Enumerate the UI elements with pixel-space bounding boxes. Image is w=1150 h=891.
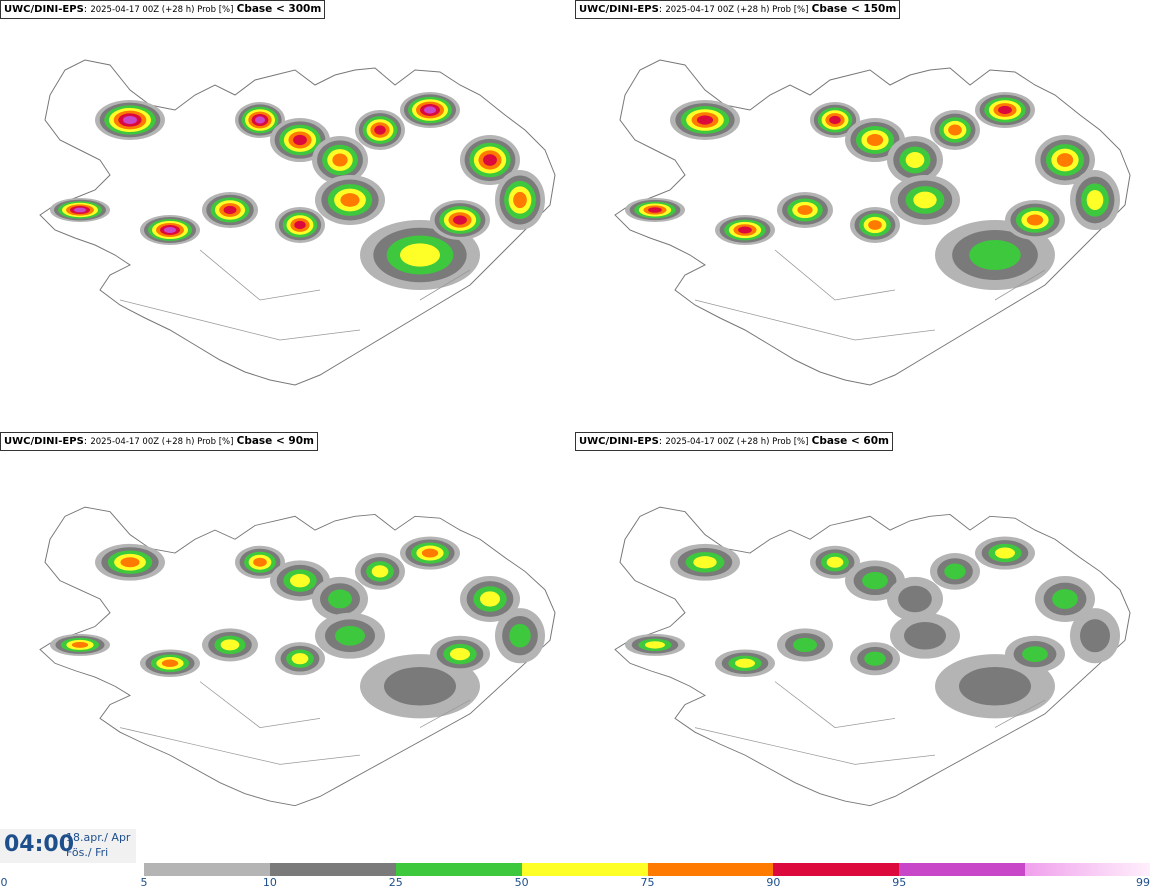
probability-contour: [864, 651, 886, 666]
colorbar-tick: 5: [140, 876, 148, 889]
map-lines: [119, 249, 471, 341]
probability-contour: [645, 641, 665, 649]
probability-contour: [1026, 214, 1044, 226]
probability-contour: [913, 191, 937, 209]
valid-time-box: 04:00 18.apr./ Apr Fös./ Fri: [0, 829, 136, 863]
panel-title: UWC/DINI-EPS: 2025-04-17 00Z (+28 h) Pro…: [575, 0, 901, 19]
probability-contour: [223, 205, 237, 215]
probability-contour: [959, 666, 1031, 706]
probability-contour: [696, 115, 714, 125]
probability-contour: [998, 105, 1012, 115]
probability-contour: [328, 589, 352, 609]
probability-contour: [253, 557, 267, 567]
probability-contour: [483, 154, 497, 166]
map-panel-cbase-60: UWC/DINI-EPS: 2025-04-17 00Z (+28 h) Pro…: [575, 432, 1150, 862]
colorbar-tick: 25: [388, 876, 403, 889]
colorbar-segment: [1025, 863, 1150, 876]
probability-contour: [384, 666, 456, 706]
probability-contour: [120, 557, 140, 568]
probability-contour: [995, 547, 1015, 559]
colorbar-tick: 0: [0, 876, 8, 889]
map-lines: [694, 681, 1046, 765]
colorbar-tick: 95: [892, 876, 907, 889]
probability-contour: [371, 565, 389, 578]
colorbar-tick: 99: [1136, 876, 1150, 889]
colorbar-segment: [521, 863, 648, 876]
colorbar-segment: [269, 863, 396, 876]
panel-title: UWC/DINI-EPS: 2025-04-17 00Z (+28 h) Pro…: [0, 432, 318, 451]
probability-contour: [826, 556, 844, 568]
probability-contour: [255, 116, 265, 124]
probability-contour: [948, 124, 962, 136]
iceland-probability-map: [39, 506, 556, 807]
map-lines: [119, 681, 471, 765]
iceland-probability-map: [614, 59, 1131, 386]
probability-contour: [944, 563, 966, 580]
valid-hour: 04:00: [4, 832, 75, 857]
probability-contour: [374, 125, 386, 135]
probability-contour: [450, 647, 470, 661]
panel-title: UWC/DINI-EPS: 2025-04-17 00Z (+28 h) Pro…: [575, 432, 893, 451]
probability-colorbar: [144, 863, 1150, 876]
valid-date: 18.apr./ Apr: [66, 831, 131, 844]
valid-day: Fös./ Fri: [66, 846, 109, 859]
probability-contour: [1056, 153, 1074, 167]
iceland-probability-map: [614, 506, 1131, 807]
probability-contour: [290, 573, 310, 588]
probability-contour: [793, 637, 817, 652]
probability-contour: [898, 585, 932, 613]
map-lines: [694, 249, 1046, 341]
probability-contour: [1052, 589, 1078, 609]
probability-contour: [335, 625, 365, 646]
probability-contour: [513, 191, 527, 209]
probability-contour: [866, 134, 884, 146]
probability-contour: [291, 653, 309, 665]
probability-contour: [294, 220, 306, 230]
probability-contour: [123, 116, 137, 124]
probability-contour: [220, 639, 240, 651]
colorbar-segment: [144, 863, 270, 876]
probability-contour: [829, 115, 841, 125]
colorbar-segment: [773, 863, 900, 876]
probability-contour: [797, 205, 813, 215]
colorbar-segment: [899, 863, 1026, 876]
probability-contour: [453, 215, 467, 225]
probability-contour: [71, 641, 89, 648]
probability-contour: [648, 207, 662, 213]
probability-contour: [1080, 619, 1110, 653]
probability-contour: [161, 659, 179, 668]
probability-contour: [738, 226, 752, 234]
probability-contour: [904, 621, 946, 650]
probability-contour: [480, 591, 500, 607]
probability-contour: [693, 556, 717, 569]
probability-contour: [735, 658, 755, 668]
colorbar-tick: 50: [514, 876, 529, 889]
iceland-probability-map: [39, 59, 556, 386]
probability-contour: [1022, 646, 1048, 662]
probability-contour: [332, 153, 348, 167]
probability-contour: [1086, 190, 1104, 210]
probability-contour: [340, 193, 360, 207]
probability-contour: [509, 623, 531, 648]
colorbar-tick: 90: [766, 876, 781, 889]
probability-contour: [868, 220, 882, 230]
probability-contour: [969, 240, 1021, 270]
probability-contour: [400, 243, 440, 267]
map-panel-cbase-150: UWC/DINI-EPS: 2025-04-17 00Z (+28 h) Pro…: [575, 0, 1150, 430]
panel-title: UWC/DINI-EPS: 2025-04-17 00Z (+28 h) Pro…: [0, 0, 326, 19]
probability-contour: [421, 548, 439, 558]
map-panel-cbase-300: UWC/DINI-EPS: 2025-04-17 00Z (+28 h) Pro…: [0, 0, 575, 430]
probability-contour: [905, 152, 925, 168]
probability-contour: [424, 106, 436, 114]
colorbar-tick: 75: [640, 876, 655, 889]
probability-contour: [164, 227, 176, 233]
probability-contour: [862, 571, 888, 590]
colorbar-segment: [647, 863, 774, 876]
colorbar-segment: [395, 863, 522, 876]
probability-contour: [74, 207, 86, 213]
probability-contour: [293, 134, 307, 146]
map-panel-cbase-90: UWC/DINI-EPS: 2025-04-17 00Z (+28 h) Pro…: [0, 432, 575, 862]
colorbar-tick: 10: [262, 876, 277, 889]
